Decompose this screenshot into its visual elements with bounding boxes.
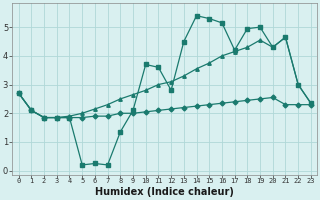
X-axis label: Humidex (Indice chaleur): Humidex (Indice chaleur) (95, 187, 234, 197)
